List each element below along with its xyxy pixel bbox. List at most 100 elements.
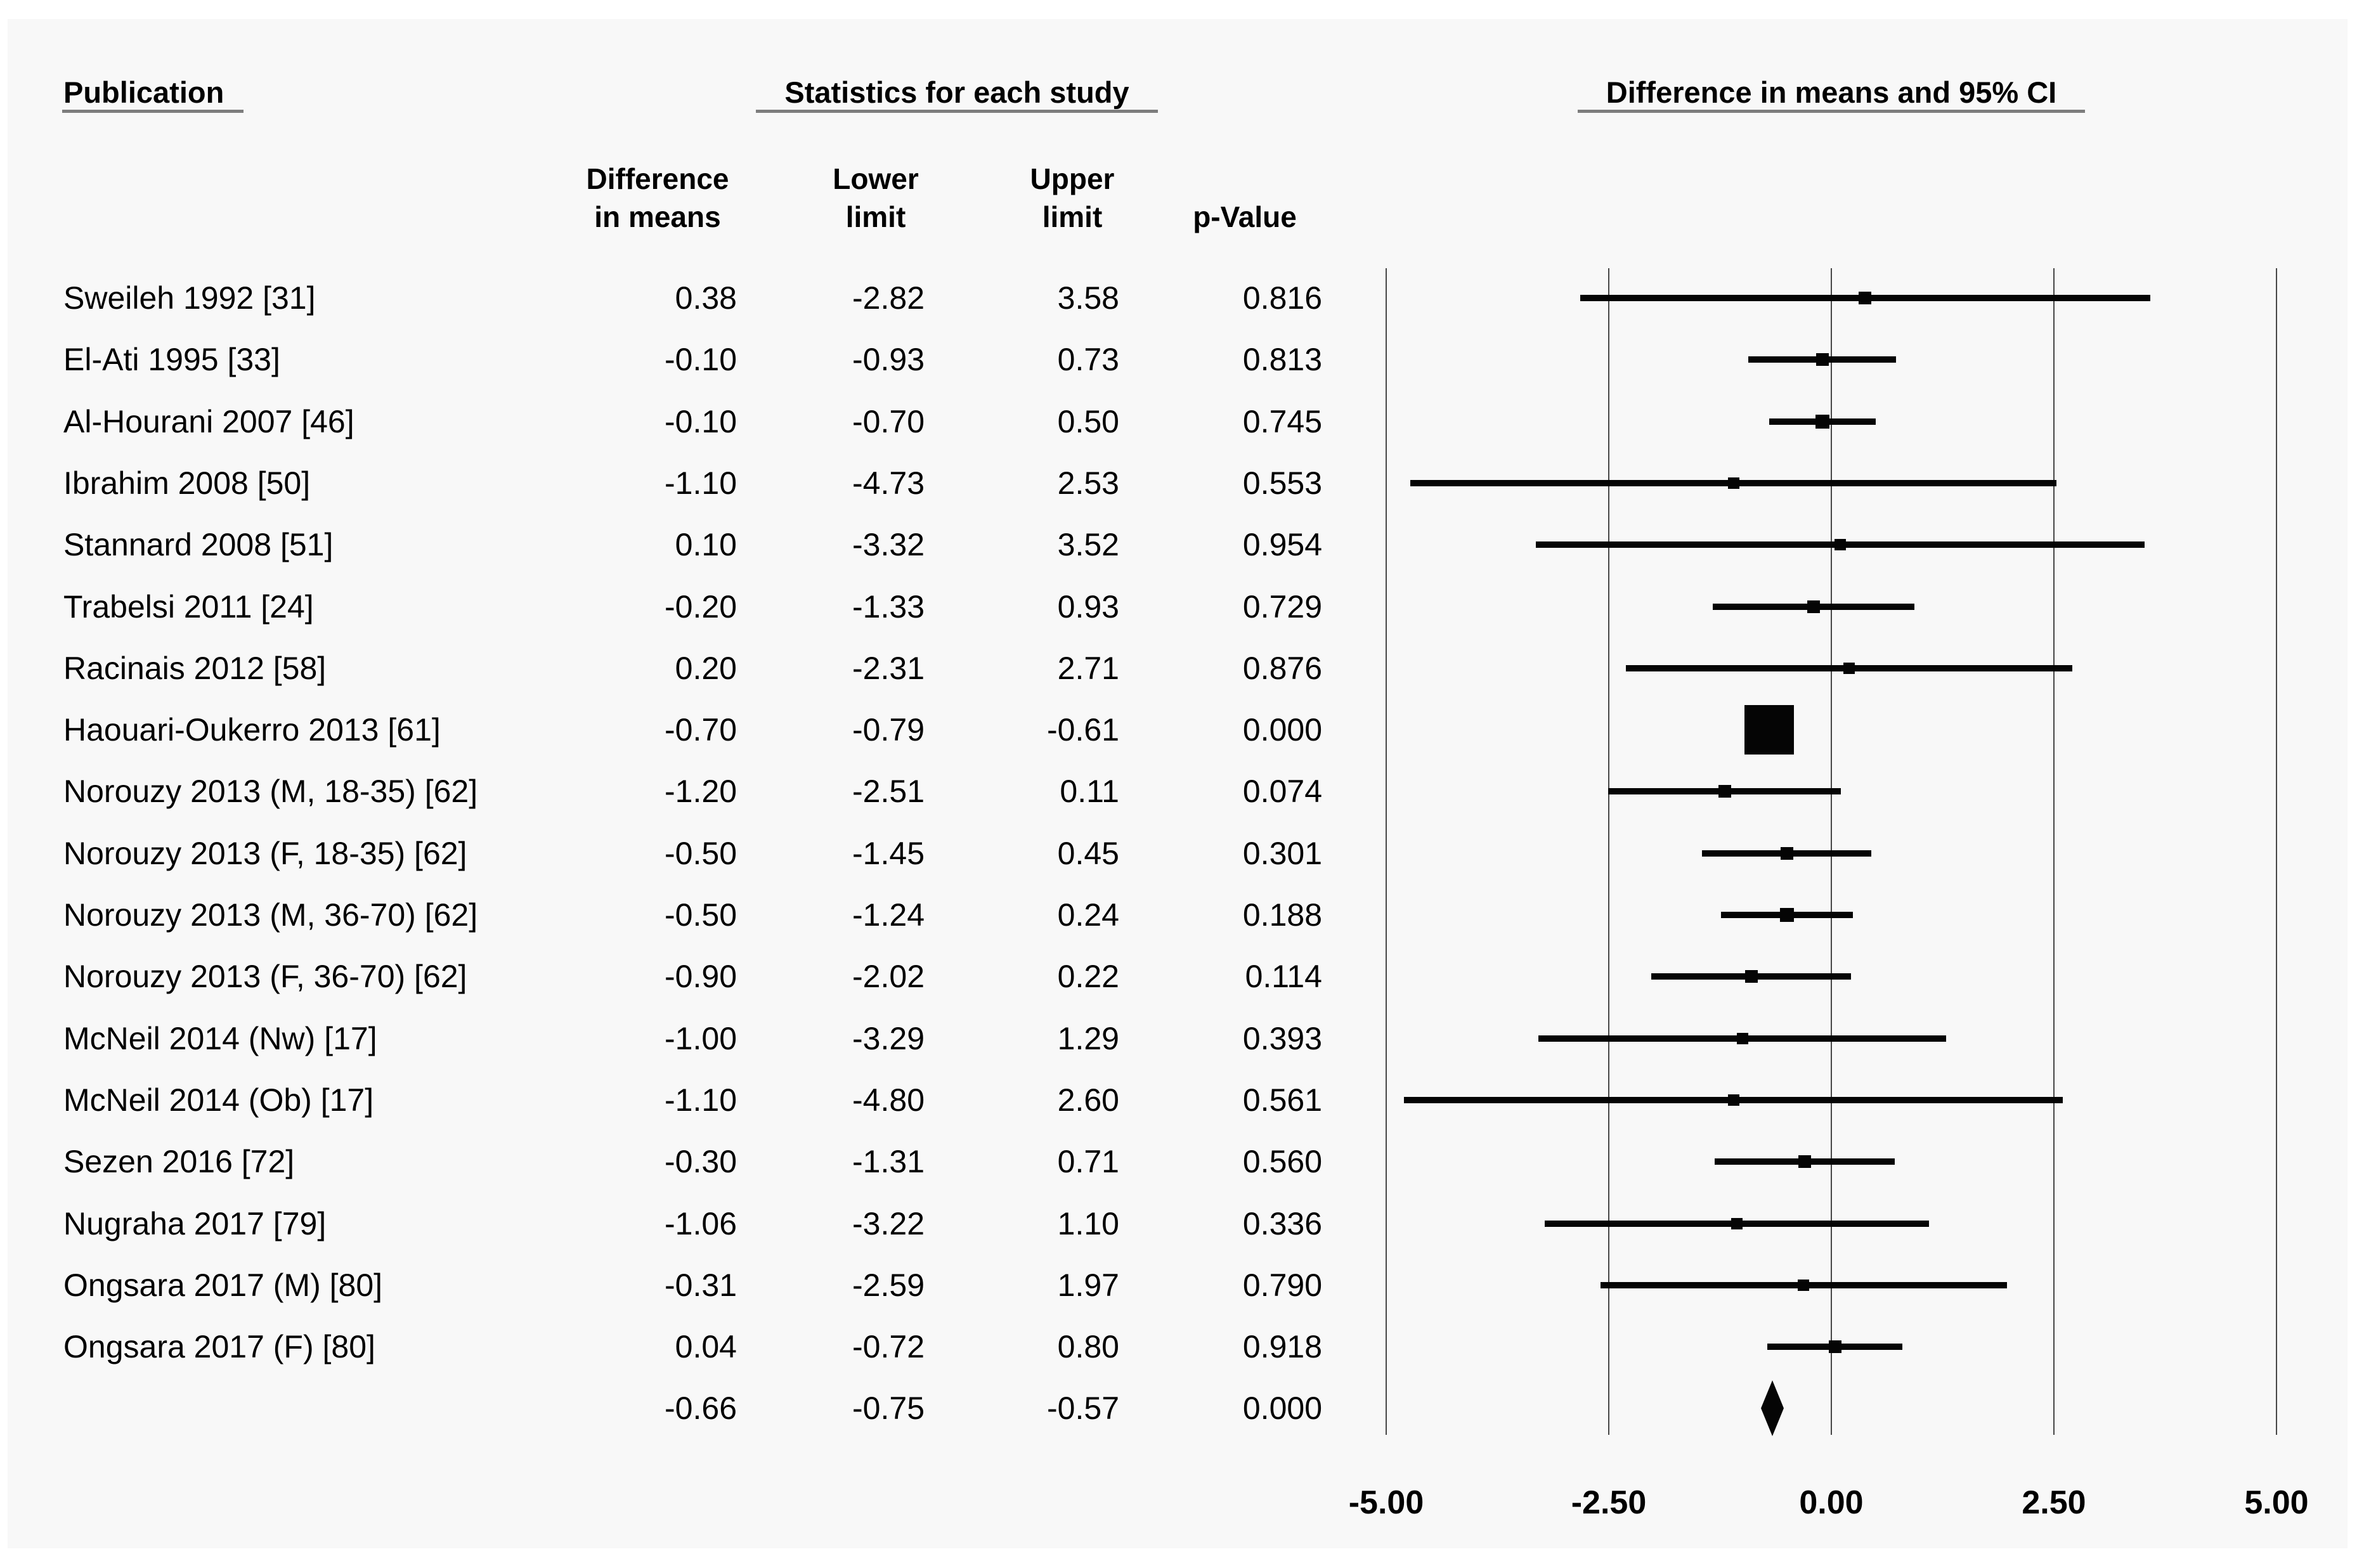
p-value: 0.790 — [1242, 1267, 1322, 1303]
p-value: 0.954 — [1242, 527, 1322, 563]
figure-panel: Publication Statistics for each study Di… — [8, 19, 2348, 1548]
upper-limit-value: 0.22 — [1057, 959, 1119, 995]
publication-label: Sweileh 1992 [31] — [63, 280, 316, 316]
point-estimate-square — [1843, 662, 1855, 674]
lower-limit-value: -0.72 — [852, 1329, 925, 1365]
point-estimate-square — [1736, 1032, 1748, 1044]
difference-in-means-value: -1.10 — [665, 1082, 737, 1118]
point-estimate-square — [1727, 1094, 1739, 1106]
axis-gridline — [1386, 268, 1387, 1435]
point-estimate-square — [1744, 970, 1758, 983]
publication-label: Norouzy 2013 (M, 36-70) [62] — [63, 897, 478, 933]
publication-label: Norouzy 2013 (M, 18-35) [62] — [63, 774, 478, 810]
axis-gridline — [2053, 268, 2055, 1435]
lower-limit-value: -3.32 — [852, 527, 925, 563]
upper-limit-value: 1.97 — [1057, 1267, 1119, 1303]
difference-in-means-value: 0.38 — [675, 280, 737, 316]
p-value: 0.393 — [1242, 1020, 1322, 1056]
publication-label: Racinais 2012 [58] — [63, 650, 327, 686]
column-header-p-value: p-Value — [1193, 200, 1297, 233]
difference-in-means-value: -0.90 — [665, 959, 737, 995]
p-value: 0.000 — [1242, 1390, 1322, 1427]
point-estimate-square — [1798, 1279, 1810, 1291]
p-value: 0.816 — [1242, 280, 1322, 316]
difference-in-means-value: -0.66 — [665, 1390, 737, 1427]
axis-gridline — [1608, 268, 1609, 1435]
p-value: 0.074 — [1242, 774, 1322, 810]
p-value: 0.188 — [1242, 897, 1322, 933]
upper-limit-value: 2.60 — [1057, 1082, 1119, 1118]
difference-in-means-value: 0.20 — [675, 650, 737, 686]
upper-limit-value: 0.80 — [1057, 1329, 1119, 1365]
upper-limit-value: 0.71 — [1057, 1144, 1119, 1180]
lower-limit-value: -2.51 — [852, 774, 925, 810]
difference-in-means-value: 0.04 — [675, 1329, 737, 1365]
ci-plot-header: Difference in means and 95% CI — [1606, 75, 2057, 109]
axis-tick-label: 2.50 — [2022, 1484, 2086, 1521]
axis-tick-label: -5.00 — [1348, 1484, 1424, 1521]
point-estimate-square — [1780, 846, 1793, 860]
lower-limit-value: -1.33 — [852, 588, 925, 625]
p-value: 0.560 — [1242, 1144, 1322, 1180]
column-header-difference-in-means: Difference in means — [586, 162, 729, 233]
ci-plot-underline — [1578, 110, 2085, 113]
upper-limit-value: 0.50 — [1057, 403, 1119, 439]
point-estimate-square — [1815, 414, 1829, 429]
lower-limit-value: -0.93 — [852, 342, 925, 378]
upper-limit-value: -0.57 — [1047, 1390, 1119, 1427]
p-value: 0.918 — [1242, 1329, 1322, 1365]
difference-in-means-value: -1.20 — [665, 774, 737, 810]
lower-limit-value: -1.24 — [852, 897, 925, 933]
difference-in-means-value: -0.50 — [665, 835, 737, 871]
statistics-underline — [756, 110, 1158, 113]
upper-limit-value: 0.11 — [1060, 774, 1119, 810]
publication-label: Sezen 2016 [72] — [63, 1144, 295, 1180]
p-value: 0.876 — [1242, 650, 1322, 686]
point-estimate-square — [1727, 477, 1739, 489]
upper-limit-value: 0.45 — [1057, 835, 1119, 871]
lower-limit-value: -2.31 — [852, 650, 925, 686]
pooled-estimate-diamond — [1761, 1380, 1784, 1437]
difference-in-means-value: -0.70 — [665, 712, 737, 748]
point-estimate-square — [1835, 539, 1847, 551]
upper-limit-value: 2.71 — [1057, 650, 1119, 686]
p-value: 0.336 — [1242, 1205, 1322, 1241]
difference-in-means-value: -1.00 — [665, 1020, 737, 1056]
publication-label: Norouzy 2013 (F, 36-70) [62] — [63, 959, 467, 995]
publication-label: Nugraha 2017 [79] — [63, 1205, 327, 1241]
p-value: 0.000 — [1242, 712, 1322, 748]
lower-limit-value: -4.80 — [852, 1082, 925, 1118]
publication-label: Haouari-Oukerro 2013 [61] — [63, 712, 441, 748]
difference-in-means-value: -0.50 — [665, 897, 737, 933]
point-estimate-square — [1828, 1340, 1841, 1354]
p-value: 0.561 — [1242, 1082, 1322, 1118]
column-header-upper-limit: Upper limit — [1030, 162, 1115, 233]
publication-label: Ongsara 2017 (M) [80] — [63, 1267, 383, 1303]
difference-in-means-value: 0.10 — [675, 527, 737, 563]
lower-limit-value: -3.22 — [852, 1205, 925, 1241]
upper-limit-value: 0.93 — [1057, 588, 1119, 625]
point-estimate-square — [1798, 1155, 1811, 1169]
lower-limit-value: -2.82 — [852, 280, 925, 316]
statistics-header: Statistics for each study — [784, 75, 1129, 109]
axis-gridline — [2276, 268, 2277, 1435]
upper-limit-value: 3.52 — [1057, 527, 1119, 563]
publication-label — [63, 1386, 545, 1430]
difference-in-means-value: -1.10 — [665, 465, 737, 501]
lower-limit-value: -0.70 — [852, 403, 925, 439]
publication-label: Trabelsi 2011 [24] — [63, 588, 314, 625]
upper-limit-value: 2.53 — [1057, 465, 1119, 501]
publication-label: McNeil 2014 (Nw) [17] — [63, 1020, 377, 1056]
difference-in-means-value: -0.10 — [665, 342, 737, 378]
p-value: 0.301 — [1242, 835, 1322, 871]
publication-label: Ibrahim 2008 [50] — [63, 465, 311, 501]
lower-limit-value: -2.59 — [852, 1267, 925, 1303]
publication-label: El-Ati 1995 [33] — [63, 342, 280, 378]
point-estimate-square — [1859, 292, 1872, 304]
axis-tick-label: 5.00 — [2244, 1484, 2309, 1521]
difference-in-means-value: -0.30 — [665, 1144, 737, 1180]
lower-limit-value: -1.31 — [852, 1144, 925, 1180]
upper-limit-value: 0.73 — [1057, 342, 1119, 378]
difference-in-means-value: -0.20 — [665, 588, 737, 625]
